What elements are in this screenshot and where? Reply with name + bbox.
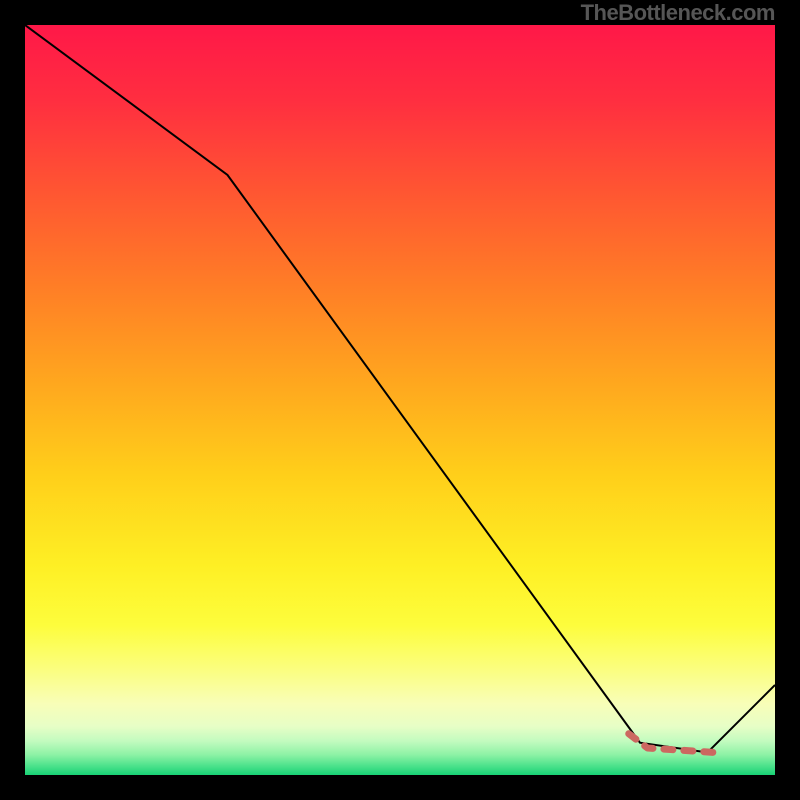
plot-area (25, 25, 775, 775)
chart-background (25, 25, 775, 775)
chart-container: { "watermark": { "text": "TheBottleneck.… (0, 0, 800, 800)
watermark-text: TheBottleneck.com (581, 0, 775, 26)
chart-svg (25, 25, 775, 775)
